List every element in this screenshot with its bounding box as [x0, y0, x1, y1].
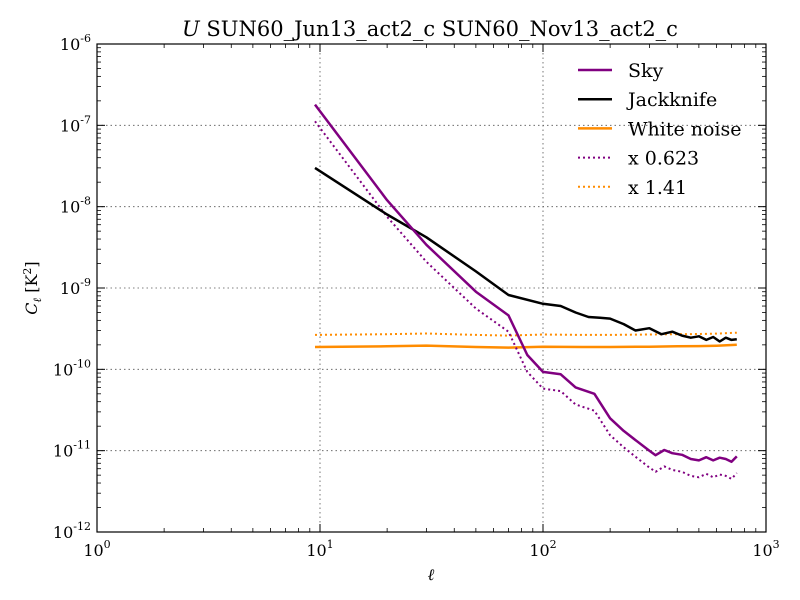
y-tick-label: 10-8: [60, 195, 91, 217]
chart-title-prefix: U: [182, 17, 201, 41]
series-line-x-1-41: [314, 331, 737, 337]
series-line-x-0-623: [314, 120, 738, 480]
y-tick-base: 10: [53, 523, 73, 542]
x-tick-base: 10: [306, 541, 326, 560]
legend-label-jackknife: Jackknife: [626, 89, 717, 111]
y-tick-base: 10: [60, 279, 80, 298]
x-tick-exp: 2: [550, 538, 557, 551]
x-tick-base: 10: [83, 541, 103, 560]
y-tick-label: 10-10: [53, 357, 91, 379]
x-tick-exp: 0: [104, 538, 111, 551]
y-tick-label: 10-9: [60, 276, 91, 298]
y-tick-base: 10: [53, 442, 73, 461]
x-tick-label: 101: [306, 538, 333, 560]
chart-title-text: SUN60_Jun13_act2_c SUN60_Nov13_act2_c: [200, 17, 678, 41]
y-tick-exp: -8: [80, 195, 91, 208]
y-tick-label: 10-6: [60, 32, 91, 54]
y-tick-label: 10-12: [53, 520, 91, 542]
y-tick-exp: -7: [80, 113, 91, 126]
y-tick-base: 10: [60, 116, 80, 135]
series-line-sky: [314, 103, 738, 464]
x-tick-exp: 1: [327, 538, 334, 551]
x-tick-exp: 3: [773, 538, 780, 551]
y-label-symbol: C: [22, 302, 41, 314]
legend-label-x-1-41: x 1.41: [628, 177, 687, 199]
ticks: [96, 43, 767, 533]
y-tick-base: 10: [60, 198, 80, 217]
legend-label-x-0-623: x 0.623: [628, 148, 699, 170]
legend: Sky Jackknife White noise x 0.623 x 1.41: [578, 60, 742, 199]
x-tick-labels: 100 101 102 103: [83, 538, 779, 560]
y-label-unit-close: ]: [22, 261, 41, 267]
y-tick-exp: -12: [73, 520, 91, 533]
grid: [97, 44, 766, 532]
x-tick-base: 10: [752, 541, 772, 560]
y-tick-exp: -9: [80, 276, 91, 289]
series-group: [314, 103, 738, 480]
y-tick-label: 10-11: [53, 439, 91, 461]
y-label-unit-sup: 2: [21, 268, 34, 275]
legend-label-white-noise: White noise: [628, 118, 742, 140]
y-label-unit: [K: [22, 274, 41, 298]
y-tick-exp: -10: [73, 357, 91, 370]
x-tick-label: 103: [752, 538, 779, 560]
x-axis-label: ℓ: [428, 565, 435, 584]
y-label-subscript: ℓ: [31, 297, 44, 302]
y-tick-exp: -6: [80, 32, 91, 45]
y-tick-exp: -11: [73, 439, 91, 452]
x-tick-base: 10: [529, 541, 549, 560]
y-tick-label: 10-7: [60, 113, 91, 135]
x-tick-label: 100: [83, 538, 110, 560]
legend-label-sky: Sky: [628, 60, 664, 82]
chart-title: U SUN60_Jun13_act2_c SUN60_Nov13_act2_c: [182, 17, 678, 41]
x-tick-label: 102: [529, 538, 556, 560]
series-line-white-noise: [314, 343, 737, 349]
y-tick-base: 10: [53, 360, 73, 379]
y-axis-label: Cℓ [K2]: [21, 261, 44, 314]
series-line-jackknife: [314, 166, 737, 343]
y-tick-base: 10: [60, 35, 80, 54]
